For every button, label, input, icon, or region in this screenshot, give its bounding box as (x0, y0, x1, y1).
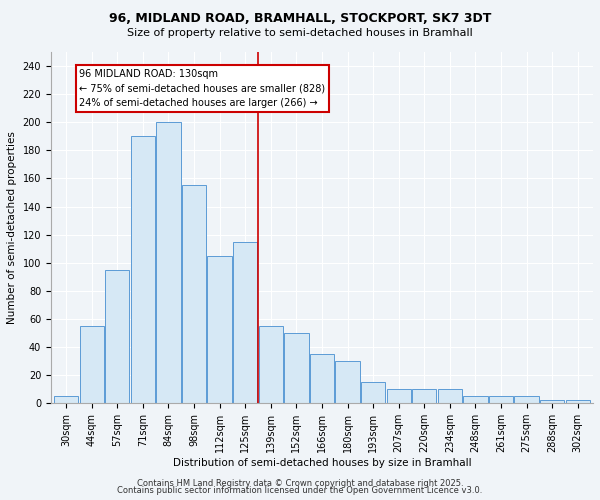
Bar (157, 122, 181, 404)
Bar (514, 396, 539, 404)
Bar (489, 396, 513, 404)
Text: Size of property relative to semi-detached houses in Bramhall: Size of property relative to semi-detach… (127, 28, 473, 38)
Bar (361, 382, 385, 404)
X-axis label: Distribution of semi-detached houses by size in Bramhall: Distribution of semi-detached houses by … (173, 458, 471, 468)
Bar (284, 333, 308, 404)
Bar (105, 270, 130, 404)
Bar (386, 389, 411, 404)
Y-axis label: Number of semi-detached properties: Number of semi-detached properties (7, 131, 17, 324)
Bar (182, 186, 206, 404)
Bar (463, 396, 488, 404)
Bar (54, 396, 79, 404)
Text: 96 MIDLAND ROAD: 130sqm
← 75% of semi-detached houses are smaller (828)
24% of s: 96 MIDLAND ROAD: 130sqm ← 75% of semi-de… (79, 69, 325, 108)
Bar (259, 326, 283, 404)
Bar (540, 400, 564, 404)
Bar (233, 242, 257, 404)
Bar (437, 389, 462, 404)
Bar (335, 361, 359, 404)
Bar (566, 400, 590, 404)
Bar (80, 326, 104, 404)
Bar (412, 389, 436, 404)
Text: Contains public sector information licensed under the Open Government Licence v3: Contains public sector information licen… (118, 486, 482, 495)
Bar (310, 354, 334, 404)
Text: Contains HM Land Registry data © Crown copyright and database right 2025.: Contains HM Land Registry data © Crown c… (137, 478, 463, 488)
Bar (208, 256, 232, 404)
Text: 96, MIDLAND ROAD, BRAMHALL, STOCKPORT, SK7 3DT: 96, MIDLAND ROAD, BRAMHALL, STOCKPORT, S… (109, 12, 491, 26)
Bar (131, 136, 155, 404)
